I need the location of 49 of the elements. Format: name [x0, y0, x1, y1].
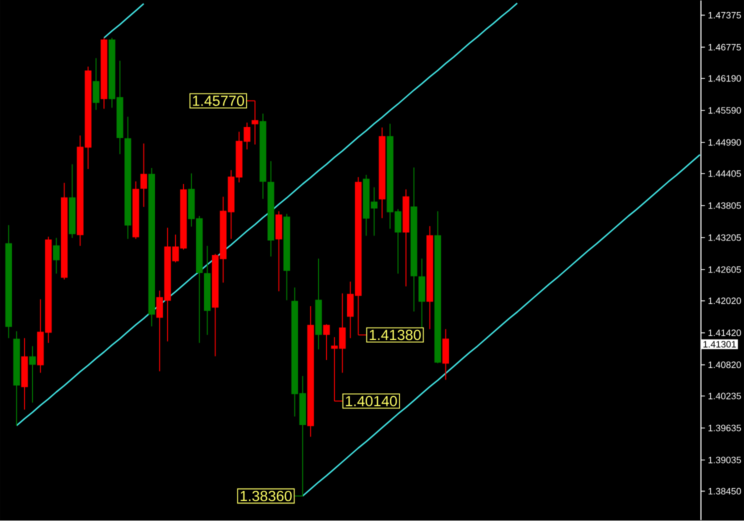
candlestick [92, 58, 100, 111]
candlestick [434, 210, 442, 364]
annotation: 1.38360 [240, 491, 292, 502]
candlestick [323, 324, 330, 361]
candlestick [283, 214, 290, 301]
candlestick [418, 258, 426, 330]
y-tick-label: 1.39035 [708, 456, 741, 464]
candlestick [60, 182, 68, 280]
candlestick [124, 116, 132, 240]
candlestick [204, 246, 211, 336]
y-tick-label: 1.44405 [708, 170, 741, 178]
annotation: 1.41301 [704, 341, 736, 348]
y-tick-label: 1.45590 [708, 107, 741, 114]
candlestick [53, 238, 60, 274]
y-tick-label: 1.46775 [708, 44, 741, 51]
annotation: 1.45770 [193, 96, 244, 106]
y-tick-label: 1.43205 [708, 234, 741, 242]
y-tick-label: 1.44990 [708, 139, 741, 146]
y-tick-label: 1.40235 [708, 392, 741, 400]
candlestick [21, 338, 28, 410]
y-tick-label: 1.40820 [708, 362, 741, 368]
line-series [103, 3, 144, 39]
y-tick-label: 1.43805 [708, 202, 741, 210]
candlestick [402, 189, 410, 288]
candlestick [315, 258, 322, 350]
y-tick-label: 1.46190 [708, 75, 741, 82]
y-tick-label: 1.41420 [708, 330, 741, 336]
candlestick [260, 113, 266, 200]
y-tick-label: 1.38450 [708, 488, 741, 495]
candlestick [268, 160, 274, 258]
candlestick [13, 330, 20, 426]
annotation: 1.40140 [346, 396, 397, 406]
candlestick [410, 167, 418, 312]
candlestick [132, 181, 140, 240]
candlestick [307, 306, 314, 438]
y-tick-label: 1.39635 [708, 424, 741, 432]
y-tick-label: 1.47375 [708, 12, 741, 19]
candlestick [442, 328, 450, 380]
candlestick [275, 210, 282, 292]
candlestick [29, 346, 36, 404]
candlestick [5, 224, 12, 339]
y-tick-label: 1.42605 [708, 266, 741, 274]
candlestick [378, 127, 386, 219]
candlestick [426, 226, 434, 330]
candlestick [68, 164, 76, 239]
y-tick-label: 1.42020 [708, 298, 741, 304]
annotation: 1.41380 [370, 330, 421, 340]
candlestick [100, 38, 108, 110]
candlestick [148, 168, 156, 328]
